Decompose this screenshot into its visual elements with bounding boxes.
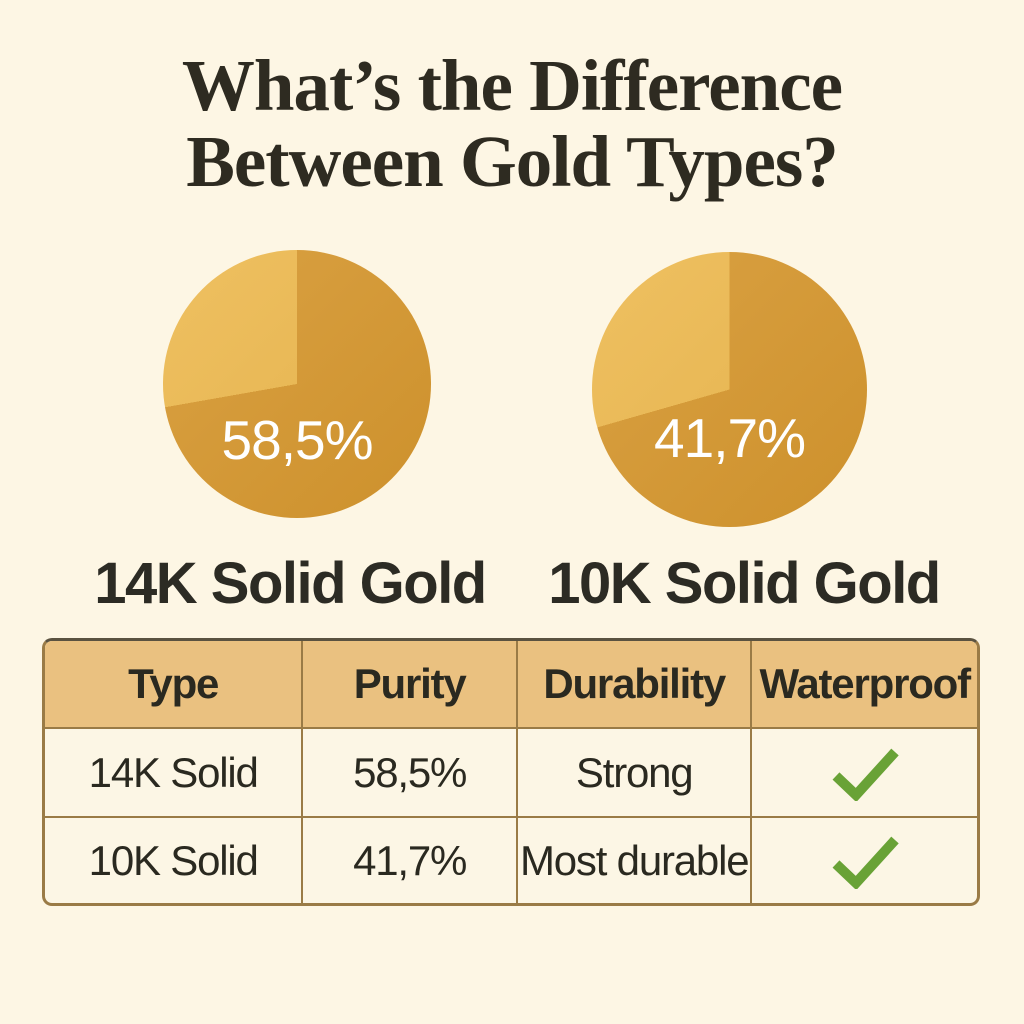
table-header-waterproof: Waterproof [752, 641, 977, 729]
pie-caption-14k: 14K Solid Gold [94, 551, 487, 616]
comparison-table: Type Purity Durability Waterproof 14K So… [42, 638, 980, 906]
pie-chart-10k: 41,7% [592, 252, 867, 527]
page-title: What’s the Difference Between Gold Types… [0, 48, 1024, 200]
table-cell-row1-purity: 58,5% [303, 729, 518, 818]
checkmark-icon [832, 836, 899, 889]
table-cell-row1-type: 14K Solid [45, 729, 304, 818]
table-cell-row2-durability: Most durable [518, 818, 753, 903]
table-cell-row1-durability: Strong [517, 729, 753, 818]
table-header-durability: Durability [517, 641, 753, 729]
table-cell-row2-purity: 41,7% [303, 818, 518, 903]
table-header-type: Type [45, 641, 304, 729]
pie-chart-14k-percent-label: 58,5% [221, 409, 374, 472]
page-title-line-1: What’s the Difference [181, 45, 843, 126]
pie-chart-10k-percent-label: 41,7% [654, 406, 806, 469]
pie-caption-10k: 10K Solid Gold [548, 551, 941, 616]
page-title-line-2: Between Gold Types? [186, 120, 839, 202]
checkmark-icon [832, 748, 899, 801]
table-header-purity: Purity [303, 641, 518, 729]
pie-chart-14k: 58,5% [163, 250, 431, 518]
table-cell-row2-waterproof [752, 818, 977, 903]
table-cell-row2-type: 10K Solid [45, 818, 304, 903]
table-cell-row1-waterproof [752, 729, 977, 818]
